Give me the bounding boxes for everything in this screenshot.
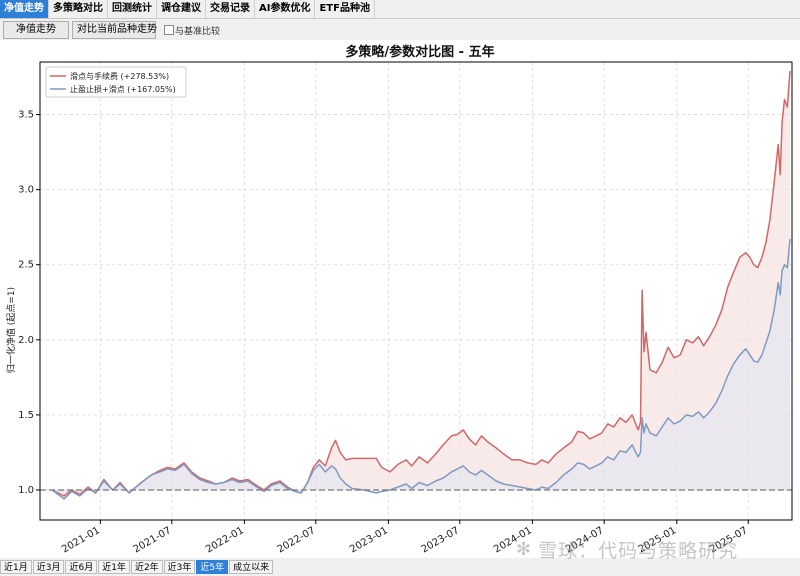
y-tick-label: 1.5 <box>18 410 34 421</box>
watermark-text: 雪球：代码与策略研究 <box>538 539 739 562</box>
tab-4[interactable]: 交易记录 <box>206 0 255 18</box>
watermark: ✻ 雪球：代码与策略研究 <box>516 534 796 564</box>
tab-0[interactable]: 净值走势 <box>0 0 49 18</box>
chart-area: 多策略/参数对比图 - 五年 归一化净值 (起点=1) 1.0 1.5 2.0 2.5… <box>0 40 800 558</box>
nav-trend-button[interactable]: 净值走势 <box>3 21 69 39</box>
range-button-1[interactable]: 近3月 <box>32 560 65 574</box>
range-button-bar: 近1月 近3月 近6月 近1年 近2年 近3年 近5年 成立以来 <box>0 560 800 576</box>
series-line-0 <box>51 70 791 497</box>
range-button-2[interactable]: 近6月 <box>65 560 98 574</box>
x-tick-label: 2023-01 <box>348 525 390 555</box>
y-tick-label: 2.5 <box>18 260 34 271</box>
series-fill-1 <box>52 239 791 499</box>
range-button-7[interactable]: 成立以来 <box>229 560 274 574</box>
series-lines <box>51 70 791 500</box>
tab-6[interactable]: ETF品种池 <box>315 0 375 18</box>
y-axis-label: 归一化净值 (起点=1) <box>5 287 17 373</box>
series-fills <box>52 71 791 499</box>
series-line-1 <box>51 239 791 500</box>
y-tick-label: 2.0 <box>18 335 34 346</box>
snowball-logo-icon: ✻ <box>516 538 533 560</box>
range-button-4[interactable]: 近2年 <box>130 560 163 574</box>
x-tick-label: 2023-07 <box>420 525 462 555</box>
range-button-6[interactable]: 近5年 <box>196 560 229 574</box>
x-tick-label: 2021-07 <box>132 525 174 555</box>
tab-3[interactable]: 调仓建议 <box>157 0 206 18</box>
checkbox-box[interactable] <box>164 25 174 35</box>
multi-strategy-line-chart: 多策略/参数对比图 - 五年 归一化净值 (起点=1) 1.0 1.5 2.0 2.5… <box>5 44 793 555</box>
range-button-5[interactable]: 近3年 <box>163 560 196 574</box>
legend: 滑点与手续费 (+278.53%) 止盈止损+滑点 (+167.05%) <box>45 66 187 98</box>
legend-box <box>45 66 187 98</box>
legend-label-0: 滑点与手续费 (+278.53%) <box>70 71 169 81</box>
benchmark-checkbox[interactable]: 与基准比较 <box>164 24 220 37</box>
y-tick-label: 3.5 <box>18 110 34 121</box>
main-tab-bar: 净值走势 多策略对比 回测统计 调仓建议 交易记录 AI参数优化 ETF品种池 <box>0 0 800 19</box>
x-tick-label: 2022-01 <box>204 525 246 555</box>
y-tick-label: 3.0 <box>18 185 34 196</box>
tab-5[interactable]: AI参数优化 <box>255 0 316 18</box>
legend-label-1: 止盈止损+滑点 (+167.05%) <box>70 84 176 94</box>
chart-title: 多策略/参数对比图 - 五年 <box>345 44 494 60</box>
range-button-3[interactable]: 近1年 <box>98 560 130 574</box>
benchmark-checkbox-label: 与基准比较 <box>175 26 221 37</box>
tab-1[interactable]: 多策略对比 <box>49 0 108 18</box>
plot-frame <box>39 61 793 521</box>
tab-2[interactable]: 回测统计 <box>108 0 157 18</box>
chart-toolbar: 净值走势 对比当前品种走势 与基准比较 <box>0 20 800 40</box>
x-tick-label: 2022-07 <box>276 525 318 555</box>
range-button-0[interactable]: 近1月 <box>0 560 32 574</box>
y-tick-label: 1.0 <box>18 485 34 496</box>
compare-current-button[interactable]: 对比当前品种走势 <box>72 21 157 39</box>
x-tick-label: 2021-01 <box>60 525 102 555</box>
